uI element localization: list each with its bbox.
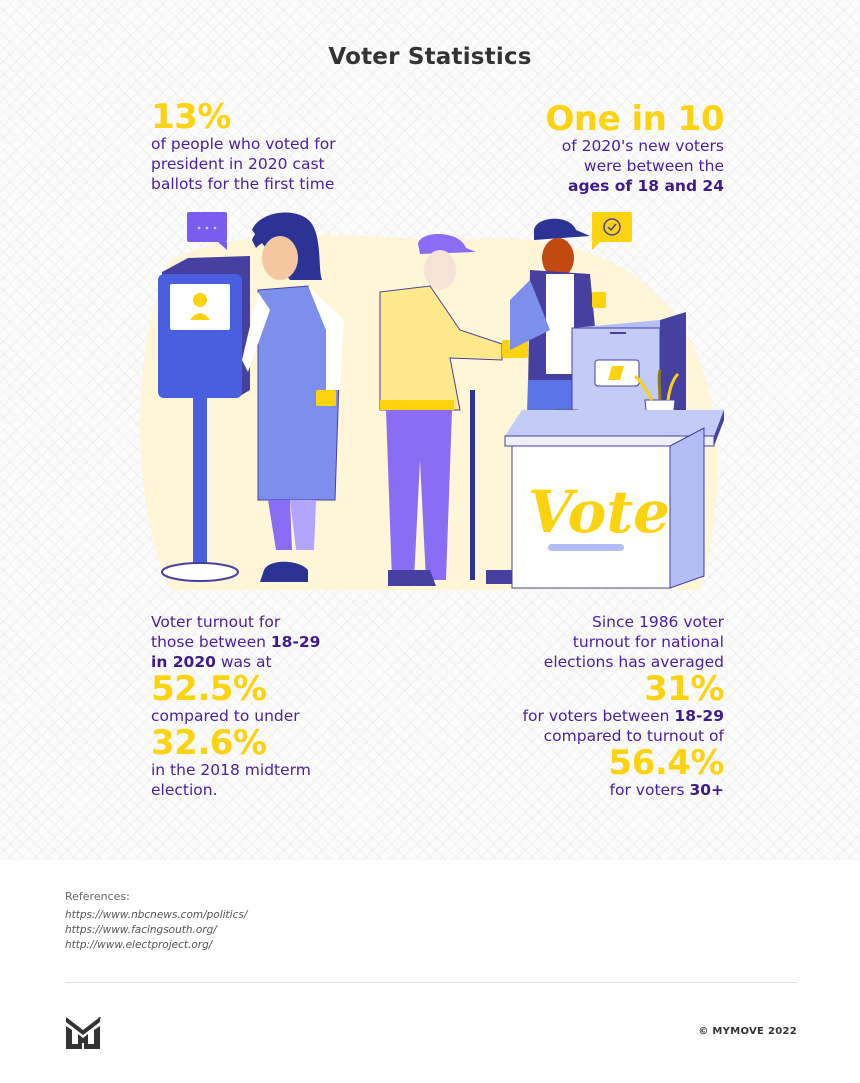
stat-new-voters-age: One in 10 of 2020's new voters were betw… (464, 102, 724, 196)
stat-text-bold: in 2020 (151, 653, 216, 671)
reference-link[interactable]: https://www.nbcnews.com/politics/ (65, 909, 248, 921)
user-icon (193, 293, 207, 307)
footer-divider (65, 982, 797, 983)
stat-text: those between (151, 633, 271, 651)
speech-bubble-ellipsis-icon (187, 212, 227, 250)
mymove-logo-icon: TM (66, 1016, 101, 1049)
stat-text: was at (215, 653, 272, 671)
stat-text-line: ballots for the first time (151, 175, 335, 193)
stat-text-line: compared to turnout of (543, 727, 724, 745)
stat-highlight: 52.5% (151, 669, 267, 709)
stat-text-bold: ages of 18 and 24 (568, 177, 724, 195)
stat-text-line: in the 2018 midterm (151, 761, 311, 779)
woman-voter (242, 212, 344, 582)
reference-link[interactable]: https://www.facingsouth.org/ (65, 924, 217, 936)
references-label: References: (65, 890, 130, 903)
elderly-voter (379, 233, 528, 586)
voting-illustration: Vote (140, 212, 724, 590)
stat-historical-turnout: Since 1986 voter turnout for national el… (464, 612, 725, 800)
stat-text: for voters (609, 781, 690, 799)
stat-text-bold: 18-29 (674, 707, 724, 725)
stat-text-line: election. (151, 781, 218, 799)
stat-text-line: were between the (583, 157, 724, 175)
stat-highlight: 32.6% (151, 723, 267, 763)
stat-text-line: of people who voted for (151, 135, 336, 153)
stat-highlight: One in 10 (545, 99, 724, 139)
stat-text-line: president in 2020 cast (151, 155, 325, 173)
stat-text-line: of 2020's new voters (561, 137, 724, 155)
stat-text: for voters between (522, 707, 675, 725)
svg-text:TM: TM (97, 1016, 101, 1020)
stat-text-line: elections has averaged (543, 653, 724, 671)
vote-label: Vote (528, 478, 670, 546)
stat-text-bold: 30+ (689, 781, 724, 799)
stat-text-line: turnout for national (572, 633, 724, 651)
voting-kiosk (158, 256, 250, 582)
page-title: Voter Statistics (328, 44, 532, 70)
stat-highlight: 13% (151, 97, 231, 137)
stat-youth-turnout-2020: Voter turnout for those between 18-29 in… (151, 612, 391, 800)
stat-text-line: Since 1986 voter (592, 613, 724, 631)
stat-highlight: 31% (644, 669, 724, 709)
references-section: References: https://www.nbcnews.com/poli… (65, 890, 247, 953)
stat-text-line: compared to under (151, 707, 300, 725)
voting-table: Vote (504, 410, 724, 589)
stat-text-bold: 18-29 (270, 633, 321, 651)
speech-bubble-checkmark-icon (592, 212, 632, 250)
stat-first-time-voters: 13% of people who voted for president in… (151, 100, 391, 194)
stat-text-line: Voter turnout for (151, 613, 281, 631)
copyright-text: © MYMOVE 2022 (698, 1026, 797, 1037)
reference-link[interactable]: http://www.electproject.org/ (65, 939, 213, 951)
stat-highlight: 56.4% (608, 743, 725, 783)
